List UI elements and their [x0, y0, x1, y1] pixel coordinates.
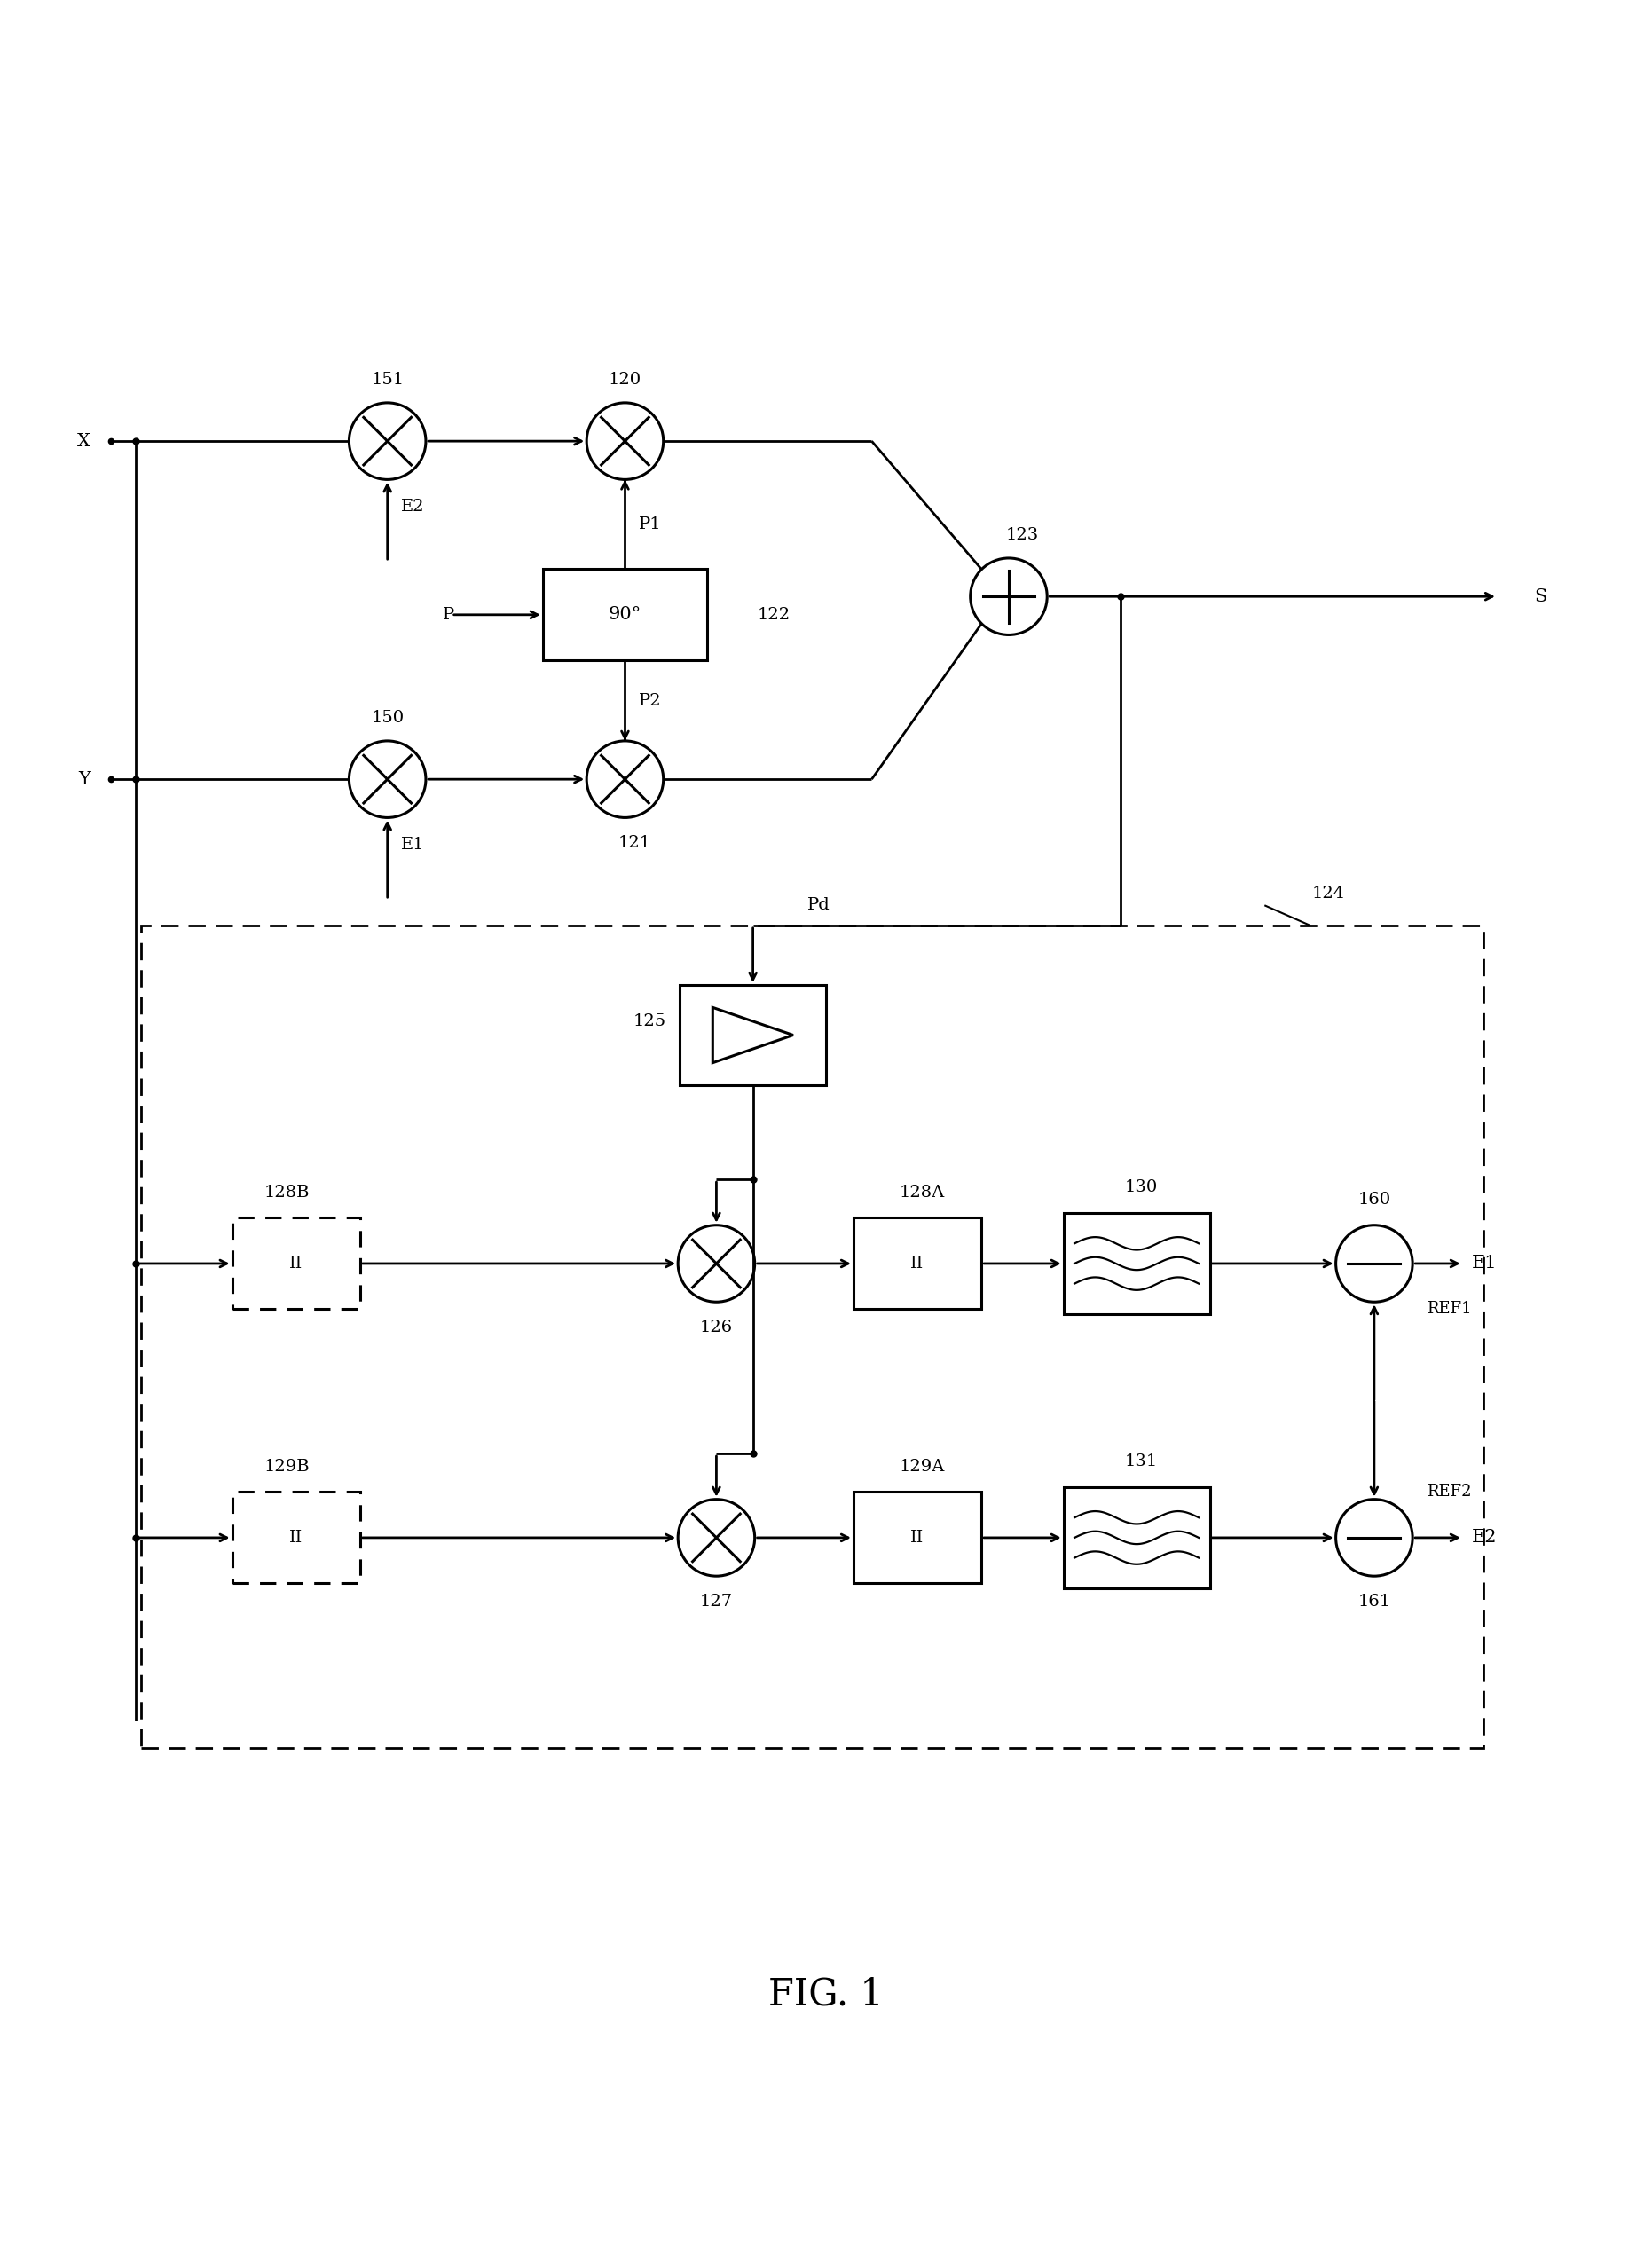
Text: 129A: 129A	[899, 1458, 945, 1473]
Text: Y: Y	[78, 771, 91, 789]
Bar	[1064, 1487, 1209, 1588]
Text: 124: 124	[1312, 885, 1345, 901]
Text: S: S	[1535, 588, 1546, 604]
Text: X: X	[78, 433, 91, 451]
Text: P1: P1	[639, 516, 661, 532]
Text: 125: 125	[633, 1014, 666, 1030]
Text: P: P	[443, 606, 454, 622]
Text: 131: 131	[1125, 1453, 1158, 1469]
Text: Pd: Pd	[808, 897, 831, 912]
Bar	[681, 985, 826, 1086]
Text: 90°: 90°	[608, 606, 641, 624]
Text: 123: 123	[1006, 527, 1039, 543]
Text: REF1: REF1	[1426, 1302, 1472, 1318]
Text: II: II	[289, 1255, 302, 1271]
Text: 120: 120	[608, 372, 641, 388]
Text: 161: 161	[1358, 1593, 1391, 1609]
Bar	[854, 1491, 981, 1584]
Text: II: II	[910, 1255, 923, 1271]
Text: 128B: 128B	[264, 1185, 311, 1201]
Text: E2: E2	[1472, 1530, 1497, 1546]
Text: 129B: 129B	[264, 1458, 311, 1473]
Text: II: II	[910, 1530, 923, 1546]
Text: 128A: 128A	[899, 1185, 945, 1201]
Text: II: II	[289, 1530, 302, 1546]
Text: 160: 160	[1358, 1192, 1391, 1208]
Text: 122: 122	[758, 606, 790, 622]
Bar	[1064, 1214, 1209, 1313]
Bar	[854, 1219, 981, 1309]
Text: REF2: REF2	[1426, 1485, 1470, 1500]
Text: 127: 127	[700, 1593, 733, 1609]
Text: FIG. 1: FIG. 1	[768, 1976, 884, 2014]
Bar	[233, 1491, 360, 1584]
Text: E1: E1	[401, 838, 425, 854]
Text: E2: E2	[401, 498, 425, 516]
Text: 150: 150	[372, 710, 403, 725]
Bar	[233, 1219, 360, 1309]
Text: P2: P2	[639, 692, 661, 710]
Bar	[544, 570, 707, 660]
Text: 151: 151	[372, 372, 403, 388]
Text: 121: 121	[618, 836, 651, 852]
Bar	[140, 926, 1483, 1748]
Text: 130: 130	[1125, 1181, 1158, 1196]
Text: E1: E1	[1472, 1255, 1497, 1273]
Text: 126: 126	[700, 1320, 733, 1336]
